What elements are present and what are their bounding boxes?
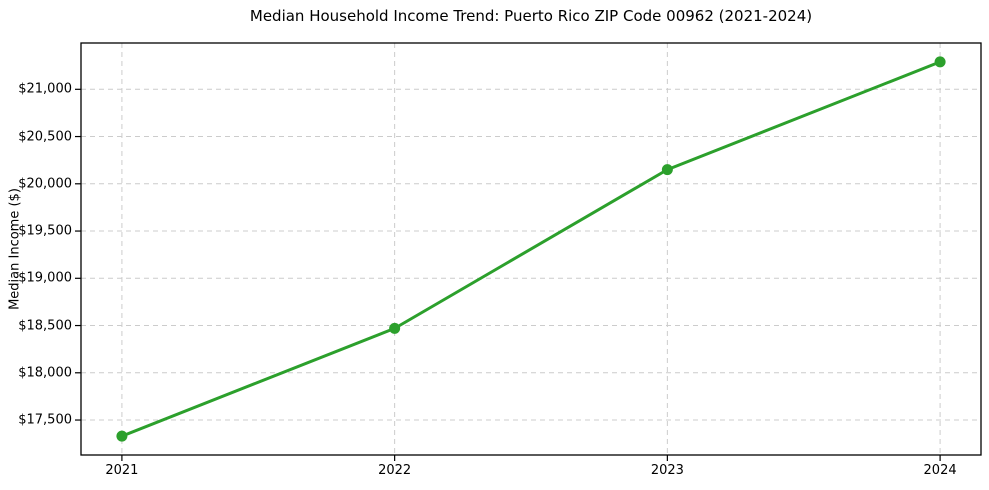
axes-border [80, 42, 982, 456]
y-tick-label: $21,000 [18, 81, 72, 97]
y-tick-label: $17,500 [18, 412, 72, 428]
y-tick-label: $20,500 [18, 129, 72, 145]
data-point-marker [116, 430, 128, 442]
trend-line [121, 60, 941, 438]
x-tick-label: 2024 [923, 463, 957, 478]
data-point-marker [389, 322, 401, 334]
chart-title: Median Household Income Trend: Puerto Ri… [249, 7, 813, 25]
y-tick-label: $18,500 [18, 318, 72, 334]
y-tick-label: $20,000 [18, 176, 72, 192]
x-tick-label: 2023 [650, 463, 684, 478]
y-tick-label: $18,000 [18, 365, 72, 381]
data-point-marker [934, 56, 946, 68]
x-tick-label: 2021 [105, 463, 139, 478]
y-tick-label: $19,500 [18, 223, 72, 239]
data-point-marker [661, 164, 673, 176]
x-tick-label: 2022 [378, 463, 412, 478]
y-tick-label: $19,000 [18, 270, 72, 286]
